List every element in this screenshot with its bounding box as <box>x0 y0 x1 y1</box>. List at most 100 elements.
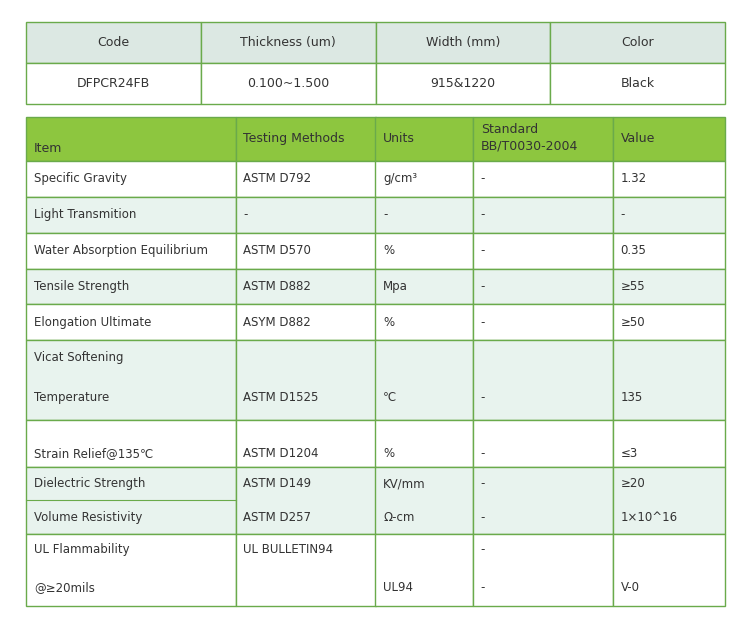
Text: -: - <box>481 280 485 293</box>
Bar <box>236 197 376 233</box>
Text: -: - <box>481 447 485 460</box>
Text: Color: Color <box>621 36 653 49</box>
Text: ASTM D257: ASTM D257 <box>243 510 312 524</box>
Text: Black: Black <box>620 77 654 90</box>
Text: ASYM D882: ASYM D882 <box>243 316 311 329</box>
Text: -: - <box>481 581 485 594</box>
Bar <box>376 420 473 467</box>
Text: Temperature: Temperature <box>34 391 109 404</box>
Bar <box>201 63 376 104</box>
Bar <box>26 233 236 269</box>
Text: -: - <box>383 208 388 221</box>
Bar <box>26 161 236 197</box>
Bar <box>376 340 473 420</box>
Text: UL94: UL94 <box>383 581 413 594</box>
Bar <box>26 197 236 233</box>
Text: Testing Methods: Testing Methods <box>243 133 345 145</box>
Text: ≥20: ≥20 <box>620 477 645 490</box>
Bar <box>613 340 725 420</box>
Bar <box>473 420 613 467</box>
Bar <box>376 161 473 197</box>
Text: -: - <box>620 208 625 221</box>
Text: Strain Relief@135℃: Strain Relief@135℃ <box>34 447 153 460</box>
Text: Ω-cm: Ω-cm <box>383 510 415 524</box>
Bar <box>376 304 473 340</box>
Text: %: % <box>383 447 394 460</box>
Text: Width (mm): Width (mm) <box>426 36 500 49</box>
Bar <box>613 467 725 534</box>
Bar <box>236 420 376 467</box>
Text: ≥55: ≥55 <box>620 280 645 293</box>
Bar <box>613 161 725 197</box>
Text: -: - <box>481 477 485 490</box>
Bar <box>236 534 376 606</box>
Bar <box>26 340 236 420</box>
Text: Standard: Standard <box>481 122 538 136</box>
Bar <box>613 420 725 467</box>
Bar <box>473 161 613 197</box>
Text: ASTM D882: ASTM D882 <box>243 280 311 293</box>
Bar <box>201 22 376 63</box>
Bar <box>376 534 473 606</box>
Text: Elongation Ultimate: Elongation Ultimate <box>34 316 151 329</box>
Bar <box>550 63 725 104</box>
Text: ASTM D792: ASTM D792 <box>243 172 312 186</box>
Text: -: - <box>481 391 485 404</box>
Bar <box>236 233 376 269</box>
Bar <box>473 340 613 420</box>
Bar <box>613 233 725 269</box>
Text: Light Transmition: Light Transmition <box>34 208 136 221</box>
Bar <box>613 197 725 233</box>
Bar <box>26 534 236 606</box>
Text: ASTM D149: ASTM D149 <box>243 477 312 490</box>
Text: -: - <box>481 510 485 524</box>
Text: %: % <box>383 316 394 329</box>
Bar <box>26 22 201 63</box>
Text: g/cm³: g/cm³ <box>383 172 417 186</box>
Bar <box>26 117 236 161</box>
Text: -: - <box>481 244 485 257</box>
Text: ASTM D1204: ASTM D1204 <box>243 447 319 460</box>
Text: -: - <box>481 543 485 557</box>
Bar <box>376 117 473 161</box>
Text: ASTM D570: ASTM D570 <box>243 244 311 257</box>
Bar <box>236 269 376 304</box>
Text: Value: Value <box>620 133 655 145</box>
Bar <box>26 467 236 534</box>
Text: ≥50: ≥50 <box>620 316 645 329</box>
Text: V-0: V-0 <box>620 581 639 594</box>
Bar <box>376 22 550 63</box>
Bar <box>473 467 613 534</box>
Bar <box>550 22 725 63</box>
Bar <box>26 63 201 104</box>
Text: 135: 135 <box>620 391 643 404</box>
Bar <box>613 117 725 161</box>
Bar <box>473 269 613 304</box>
Bar <box>376 197 473 233</box>
Text: -: - <box>481 316 485 329</box>
Text: Mpa: Mpa <box>383 280 408 293</box>
Bar <box>236 161 376 197</box>
Text: Volume Resistivity: Volume Resistivity <box>34 510 142 524</box>
Bar <box>376 233 473 269</box>
Text: DFPCR24FB: DFPCR24FB <box>77 77 150 90</box>
Text: @≥20mils: @≥20mils <box>34 581 95 594</box>
Text: Thickness (um): Thickness (um) <box>240 36 336 49</box>
Text: BB/T0030-2004: BB/T0030-2004 <box>481 139 578 152</box>
Text: 0.100~1.500: 0.100~1.500 <box>247 77 330 90</box>
Text: Code: Code <box>98 36 130 49</box>
Bar <box>613 269 725 304</box>
Bar <box>376 269 473 304</box>
Text: 1.32: 1.32 <box>620 172 647 186</box>
Text: Dielectric Strength: Dielectric Strength <box>34 477 145 490</box>
Text: Tensile Strength: Tensile Strength <box>34 280 129 293</box>
Text: Vicat Softening: Vicat Softening <box>34 351 123 364</box>
Text: ≤3: ≤3 <box>620 447 638 460</box>
Bar <box>473 534 613 606</box>
Text: Water Absorption Equilibrium: Water Absorption Equilibrium <box>34 244 208 257</box>
Text: KV/mm: KV/mm <box>383 477 426 490</box>
Text: Specific Gravity: Specific Gravity <box>34 172 127 186</box>
Text: Units: Units <box>383 133 415 145</box>
Bar <box>376 467 473 534</box>
Bar <box>473 233 613 269</box>
